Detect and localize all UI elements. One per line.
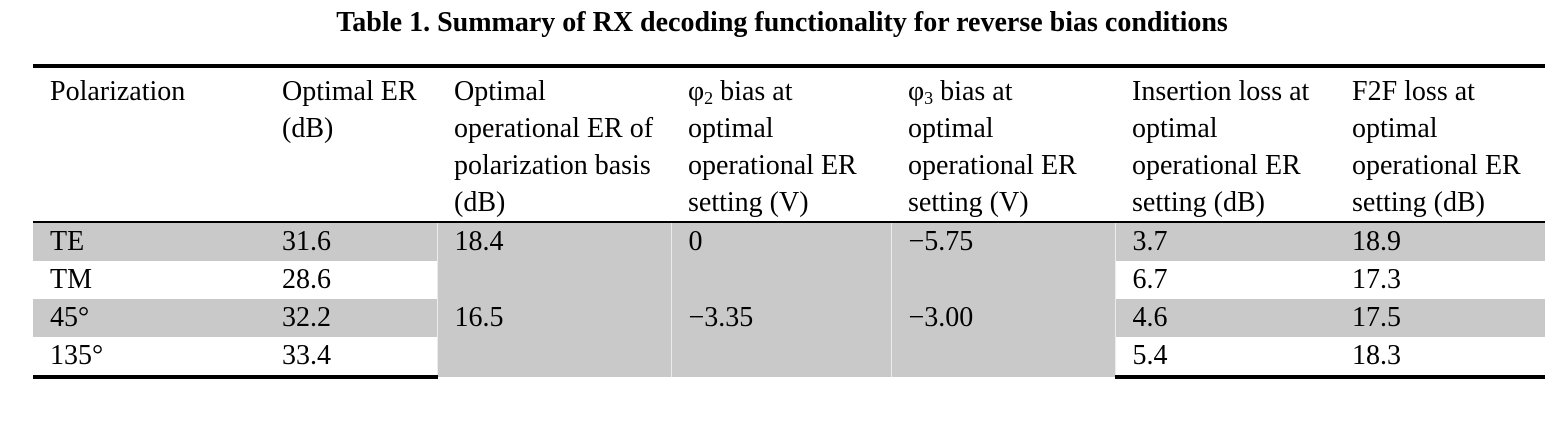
cell-phi3-bias: −5.75	[890, 222, 1115, 299]
cell-insertion-loss: 4.6	[1114, 299, 1335, 337]
phi-subscript: 2	[704, 88, 714, 108]
table-row: TM 28.6 6.7 17.3	[33, 261, 1545, 299]
cell-phi3-bias: −3.00	[890, 299, 1115, 377]
cell-insertion-loss: 3.7	[1114, 222, 1335, 261]
cell-insertion-loss: 6.7	[1114, 261, 1335, 299]
table-row: 135° 33.4 5.4 18.3	[33, 337, 1545, 379]
cell-polarization: TM	[50, 264, 92, 295]
cell-polarization: 135°	[33, 337, 265, 379]
cell-optimal-er: 31.6	[265, 222, 437, 261]
header-row: Polarization Optimal ER (dB) Optimal ope…	[33, 64, 1545, 223]
cell-polarization: TE	[33, 222, 265, 261]
table-row: TE 31.6 18.4 0 −5.75 3.7 18.9	[33, 222, 1545, 299]
results-table: Polarization Optimal ER (dB) Optimal ope…	[33, 64, 1545, 379]
phi-subscript: 3	[924, 88, 934, 108]
header-phi2-bias: φ2 bias at optimal operational ER settin…	[671, 64, 891, 223]
header-polarization: Polarization	[33, 64, 265, 223]
table-row: 45° 32.2 16.5 −3.35 −3.00 4.6 17.5	[33, 299, 1545, 377]
phi-symbol: φ	[688, 76, 705, 107]
cell-optimal-er: 28.6	[282, 264, 331, 295]
header-f2f-loss: F2F loss at optimal operational ER setti…	[1335, 64, 1545, 223]
header-insertion-loss: Insertion loss at optimal operational ER…	[1115, 64, 1335, 223]
cell-polarization: 45°	[33, 299, 265, 337]
phi-symbol: φ	[908, 76, 925, 107]
cell-f2f-loss: 17.5	[1335, 299, 1545, 337]
header-phi3-text: bias at optimal operational ER setting (…	[908, 76, 1077, 218]
cell-f2f-loss: 18.3	[1335, 337, 1545, 379]
header-optimal-operational-er: Optimal operational ER of polarization b…	[437, 64, 671, 223]
cell-phi2-bias: −3.35	[670, 299, 891, 377]
cell-f2f-loss: 18.9	[1335, 222, 1545, 261]
cell-optimal-operational-er: 16.5	[436, 299, 671, 377]
cell-insertion-loss: 5.4	[1114, 337, 1335, 379]
cell-optimal-er: 32.2	[265, 299, 437, 337]
header-phi3-bias: φ3 bias at optimal operational ER settin…	[891, 64, 1115, 223]
header-phi2-text: bias at optimal operational ER setting (…	[688, 76, 857, 218]
cell-f2f-loss: 17.3	[1352, 264, 1401, 295]
cell-phi2-bias: 0	[670, 222, 891, 299]
header-optimal-er: Optimal ER (dB)	[265, 64, 437, 223]
table-caption: Table 1. Summary of RX decoding function…	[336, 7, 1228, 38]
cell-optimal-er: 33.4	[265, 337, 437, 379]
cell-optimal-operational-er: 18.4	[436, 222, 671, 299]
